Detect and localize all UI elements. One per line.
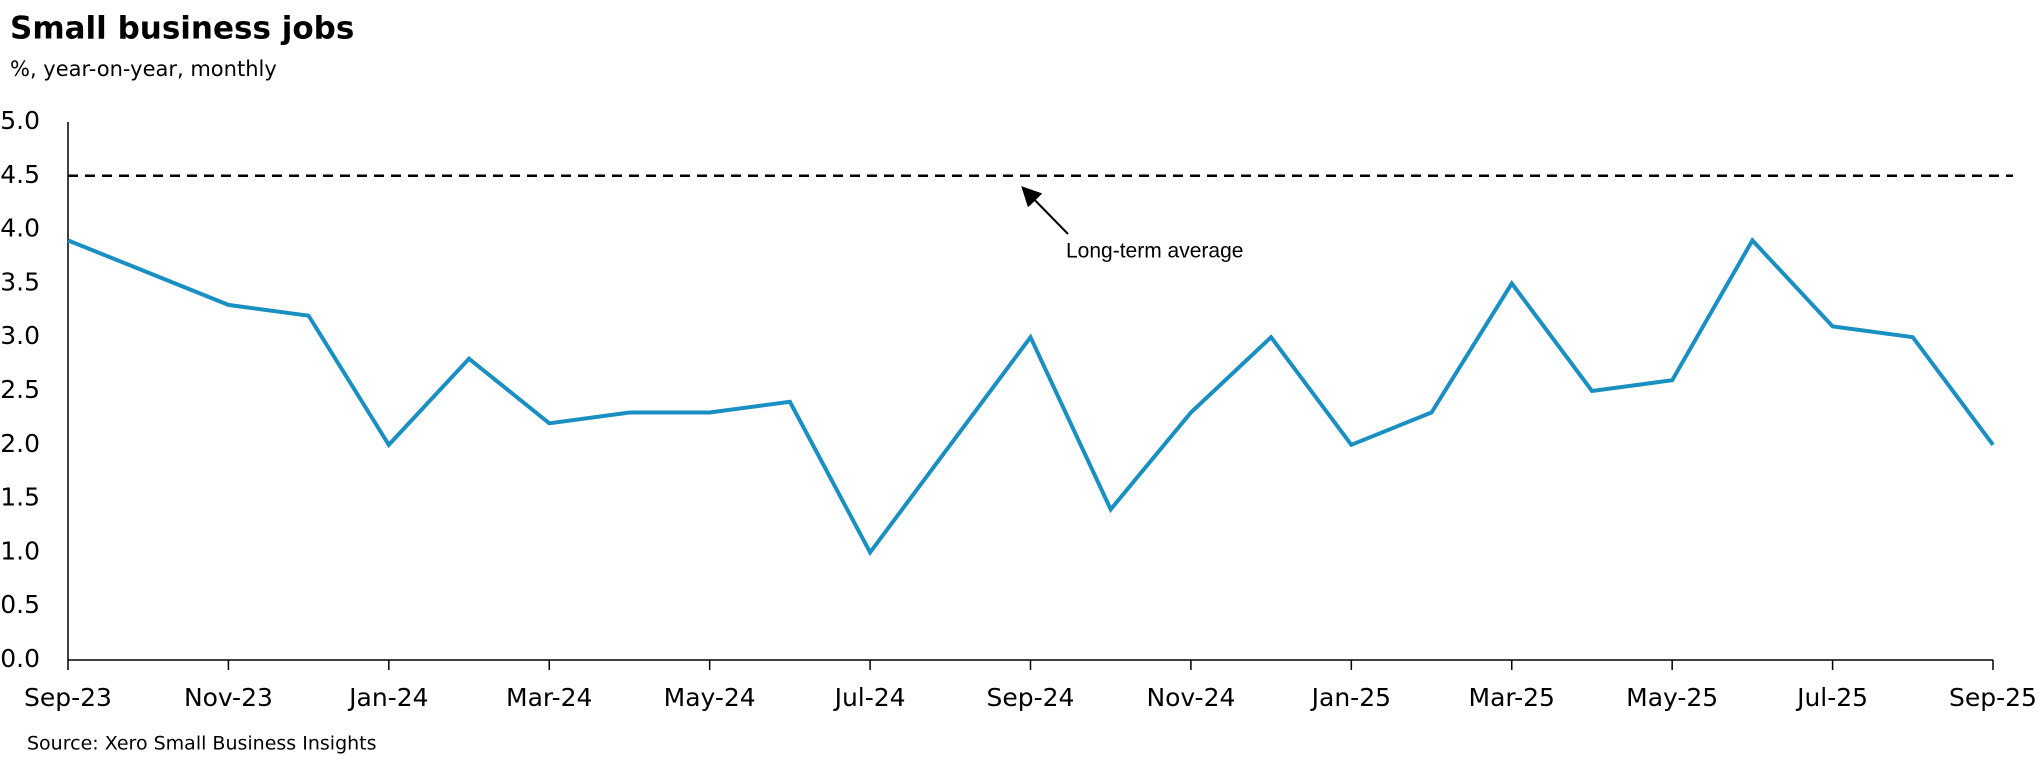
y-tick-label: 2.0	[0, 429, 40, 458]
annotation-arrow	[1021, 186, 1069, 235]
x-tick-label: Mar-24	[506, 683, 592, 712]
x-tick-label: May-24	[664, 683, 756, 712]
y-tick-label: 2.5	[0, 375, 40, 404]
x-tick-label: Sep-25	[1949, 683, 2037, 712]
x-tick-label: Nov-23	[184, 683, 273, 712]
chart-title: Small business jobs	[10, 11, 354, 47]
y-tick-label: 0.0	[0, 644, 40, 673]
y-tick-label: 3.0	[0, 321, 40, 350]
x-tick-label: Jan-25	[1310, 683, 1391, 712]
y-tick-label: 3.5	[0, 267, 40, 296]
x-tick-label: Nov-24	[1146, 683, 1235, 712]
source-note: Source: Xero Small Business Insights	[27, 733, 377, 755]
x-tick-label: Jan-24	[347, 683, 428, 712]
x-tick-label: Sep-24	[987, 683, 1075, 712]
y-tick-label: 0.5	[0, 590, 40, 619]
y-tick-label: 4.0	[0, 214, 40, 243]
data-line	[67, 237, 1995, 557]
y-tick-label: 5.0	[0, 106, 40, 135]
x-tick-label: Sep-23	[24, 683, 112, 712]
chart-subtitle: %, year-on-year, monthly	[10, 57, 277, 81]
x-tick-label: Jul-25	[1795, 683, 1868, 712]
y-tick-label: 1.5	[0, 483, 40, 512]
x-tick-label: Jul-24	[833, 683, 906, 712]
y-tick-label: 4.5	[0, 160, 40, 189]
y-tick-label: 1.0	[0, 536, 40, 565]
annotation: Long-term average	[1066, 240, 1243, 263]
x-tick-label: Mar-25	[1469, 683, 1555, 712]
x-tick-label: May-25	[1626, 683, 1718, 712]
